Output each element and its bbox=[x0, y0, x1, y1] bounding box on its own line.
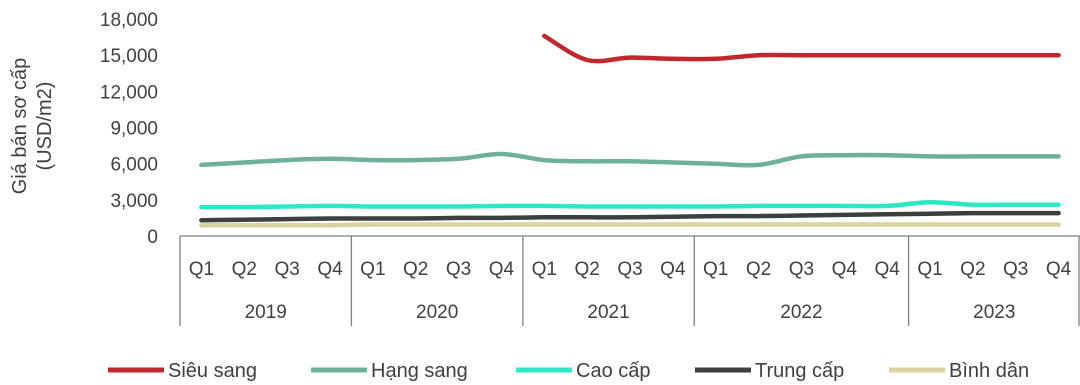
x-tick-label-quarter: Q3 bbox=[789, 259, 814, 280]
series-line-cao-cap bbox=[199, 199, 1061, 210]
x-tick-label-quarter: Q2 bbox=[232, 259, 257, 280]
legend-label: Cao cấp bbox=[576, 360, 651, 382]
x-tick-label-year: 2023 bbox=[973, 302, 1015, 323]
x-tick-label-year: 2020 bbox=[416, 302, 458, 323]
x-tick-label-year: 2019 bbox=[245, 302, 287, 323]
x-tick-label-quarter: Q1 bbox=[532, 259, 557, 280]
series-line-binh-dan bbox=[199, 222, 1061, 228]
legend-label: Trung cấp bbox=[755, 360, 844, 382]
x-tick-label-year: 2022 bbox=[780, 302, 822, 323]
x-tick-label-quarter: Q2 bbox=[746, 259, 771, 280]
x-tick-label-quarter: Q3 bbox=[446, 259, 471, 280]
x-tick-label-quarter: Q3 bbox=[1003, 259, 1028, 280]
x-tick-label-quarter: Q2 bbox=[403, 259, 428, 280]
x-axis: Q1 Q2 Q3 Q4 Q1 Q2 Q3 Q4 Q1 Q2 Q3 Q4 Q1 Q2 Q3 Q4 Q4 Q1 Q2 Q3… bbox=[179, 235, 1080, 326]
x-tick-label-year: 2021 bbox=[587, 302, 629, 323]
x-tick-label-quarter: Q4 bbox=[874, 259, 900, 280]
x-tick-label-quarter: Q4 bbox=[489, 259, 515, 280]
x-tick-label-quarter: Q1 bbox=[917, 259, 942, 280]
x-tick-label-quarter: Q1 bbox=[189, 259, 214, 280]
y-tick-label: 0 bbox=[147, 227, 158, 248]
y-axis-ticks: 0 3,000 6,000 9,000 12,000 15,000 18,000 bbox=[100, 10, 158, 248]
x-tick-label-quarter: Q4 bbox=[1046, 259, 1072, 280]
series-line-trung-cap bbox=[199, 210, 1061, 223]
y-axis-label-line-2: (USD/m2) bbox=[34, 82, 56, 171]
x-tick-label-quarter: Q4 bbox=[660, 259, 686, 280]
y-tick-label: 18,000 bbox=[100, 10, 158, 31]
x-tick-label-quarter: Q2 bbox=[960, 259, 985, 280]
x-tick-label-quarter: Q3 bbox=[274, 259, 299, 280]
y-tick-label: 9,000 bbox=[110, 119, 158, 140]
legend: Siêu sang Hạng sang Cao cấp Trung cấp Bình d… bbox=[108, 360, 1029, 382]
x-tick-label-quarter: Q2 bbox=[574, 259, 599, 280]
series-line-sieu-sang bbox=[542, 33, 1061, 64]
x-tick-label-quarter: Q1 bbox=[703, 259, 728, 280]
y-tick-label: 6,000 bbox=[110, 155, 158, 176]
series-line-hang-sang bbox=[199, 151, 1061, 168]
legend-label: Bình dân bbox=[949, 360, 1029, 382]
y-tick-label: 15,000 bbox=[100, 46, 158, 67]
x-tick-label-quarter: Q4 bbox=[317, 259, 343, 280]
y-tick-label: 12,000 bbox=[100, 82, 158, 103]
y-axis-label: Giá bán sơ cấp (USD/m2) bbox=[9, 58, 56, 195]
x-tick-label-quarter: Q1 bbox=[360, 259, 385, 280]
y-axis-label-line-1: Giá bán sơ cấp bbox=[9, 58, 31, 195]
legend-label: Siêu sang bbox=[168, 360, 257, 382]
y-tick-label: 3,000 bbox=[110, 191, 158, 212]
x-tick-label-quarter: Q4 bbox=[832, 259, 858, 280]
x-tick-label-quarter: Q3 bbox=[617, 259, 642, 280]
legend-label: Hạng sang bbox=[371, 360, 468, 382]
series-lines bbox=[199, 33, 1061, 228]
